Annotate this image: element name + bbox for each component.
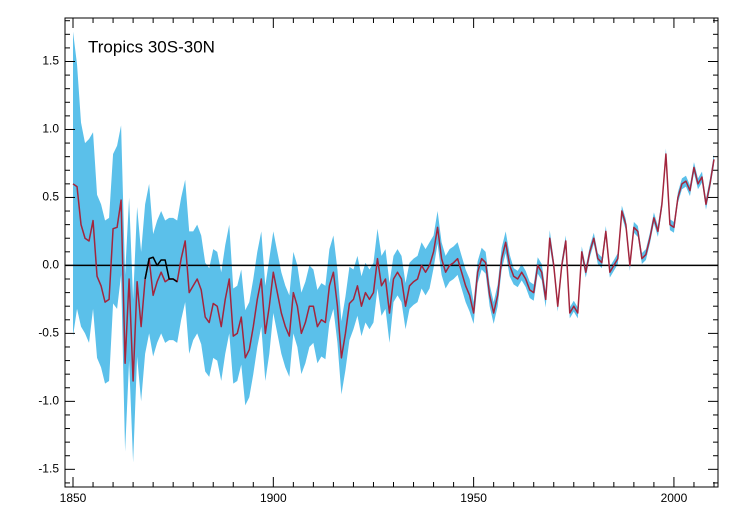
chart-title: Tropics 30S-30N bbox=[88, 37, 215, 56]
y-tick-label: 0.5 bbox=[42, 190, 59, 204]
y-tick-label: 0.0 bbox=[42, 258, 59, 272]
data-line bbox=[144, 256, 178, 283]
x-tick-label: 2000 bbox=[661, 491, 688, 505]
data-line bbox=[72, 153, 715, 382]
x-tick-label: 1900 bbox=[260, 491, 287, 505]
y-tick-label: -0.5 bbox=[38, 326, 59, 340]
x-tick-label: 1950 bbox=[460, 491, 487, 505]
y-tick-label: 1.5 bbox=[42, 54, 59, 68]
plot-frame bbox=[64, 17, 719, 488]
y-tick-label: -1.5 bbox=[38, 461, 59, 475]
y-tick-label: -1.0 bbox=[38, 394, 59, 408]
y-tick-label: 1.0 bbox=[42, 122, 59, 136]
x-tick-label: 1850 bbox=[60, 491, 87, 505]
uncertainty-band bbox=[73, 31, 714, 463]
